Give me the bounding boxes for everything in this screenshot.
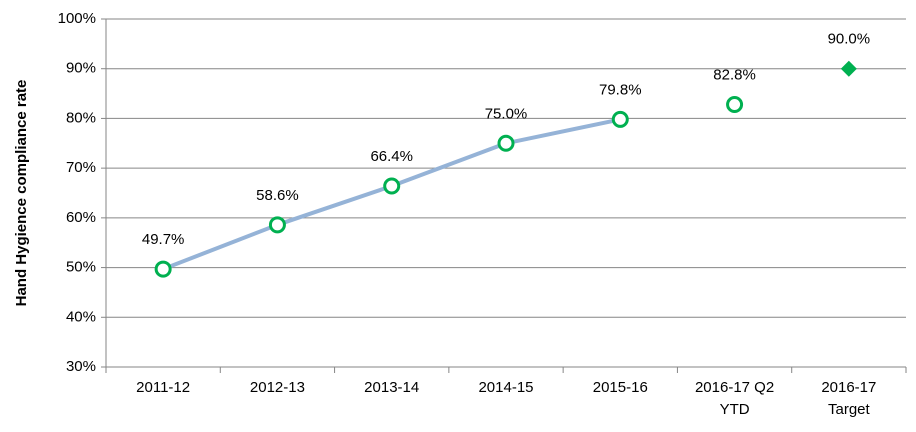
x-tick-label: 2012-13	[250, 379, 305, 396]
marker	[268, 216, 286, 234]
x-tick-label: 2015-16	[593, 379, 648, 396]
y-tick-label: 80%	[66, 109, 96, 126]
marker	[611, 110, 629, 128]
x-tick-label: 2013-14	[364, 379, 419, 396]
x-tick-label: 2016-17 Target	[821, 379, 876, 418]
marker	[840, 60, 857, 77]
data-label: 58.6%	[256, 187, 299, 204]
data-label: 82.8%	[713, 66, 756, 83]
x-tick-label: 2014-15	[478, 379, 533, 396]
x-tick-label: 2011-12	[136, 379, 190, 396]
marker	[497, 134, 515, 152]
y-tick-label: 30%	[66, 358, 96, 375]
data-label: 79.8%	[599, 81, 642, 98]
data-label: 75.0%	[485, 105, 528, 122]
marker	[726, 96, 744, 114]
y-tick-label: 70%	[66, 159, 96, 176]
y-tick-label: 60%	[66, 209, 96, 226]
data-label: 66.4%	[370, 148, 413, 165]
y-tick-label: 90%	[66, 60, 96, 77]
y-tick-label: 50%	[66, 259, 96, 276]
marker	[383, 177, 401, 195]
marker	[154, 260, 172, 278]
y-axis-title: Hand Hygience compliance rate	[13, 80, 30, 307]
data-label: 90.0%	[828, 31, 871, 48]
data-label: 49.7%	[142, 231, 185, 248]
y-tick-label: 40%	[66, 308, 96, 325]
y-tick-label: 100%	[58, 10, 96, 27]
x-tick-label: 2016-17 Q2 YTD	[695, 379, 774, 418]
